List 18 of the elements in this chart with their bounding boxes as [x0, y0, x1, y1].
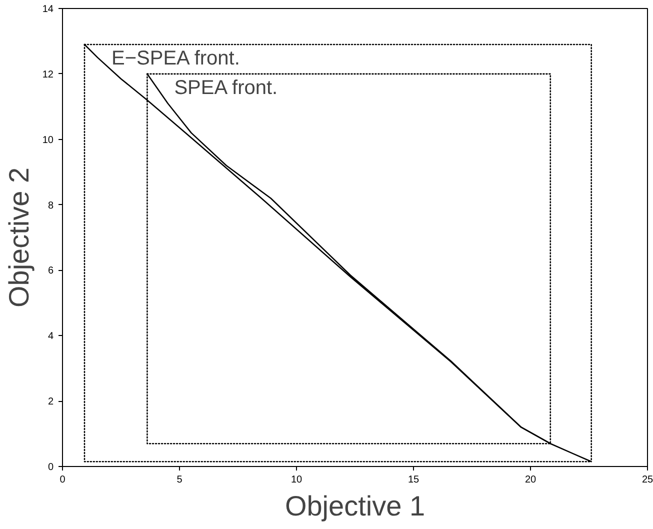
x-tick-label: 20 [524, 474, 536, 486]
x-tick-label: 5 [176, 474, 183, 486]
x-tick-label: 25 [642, 474, 653, 486]
y-tick-label: 12 [42, 69, 54, 80]
y-tick-label: 0 [48, 462, 54, 473]
series-label: SPEA front. [174, 76, 278, 99]
y-axis-title: Objective 2 [3, 167, 34, 308]
y-tick-label: 14 [42, 4, 54, 15]
y-tick-label: 6 [48, 266, 54, 277]
series-label: E−SPEA front. [111, 47, 240, 70]
x-tick-label: 15 [408, 474, 420, 486]
y-tick-label: 8 [48, 200, 54, 212]
x-tick-label: 0 [60, 474, 66, 486]
y-tick-label: 4 [48, 331, 54, 342]
y-tick-label: 2 [48, 396, 54, 408]
x-tick-label: 10 [290, 474, 302, 486]
x-axis-title: Objective 1 [284, 490, 426, 522]
y-tick-label: 10 [42, 134, 54, 146]
